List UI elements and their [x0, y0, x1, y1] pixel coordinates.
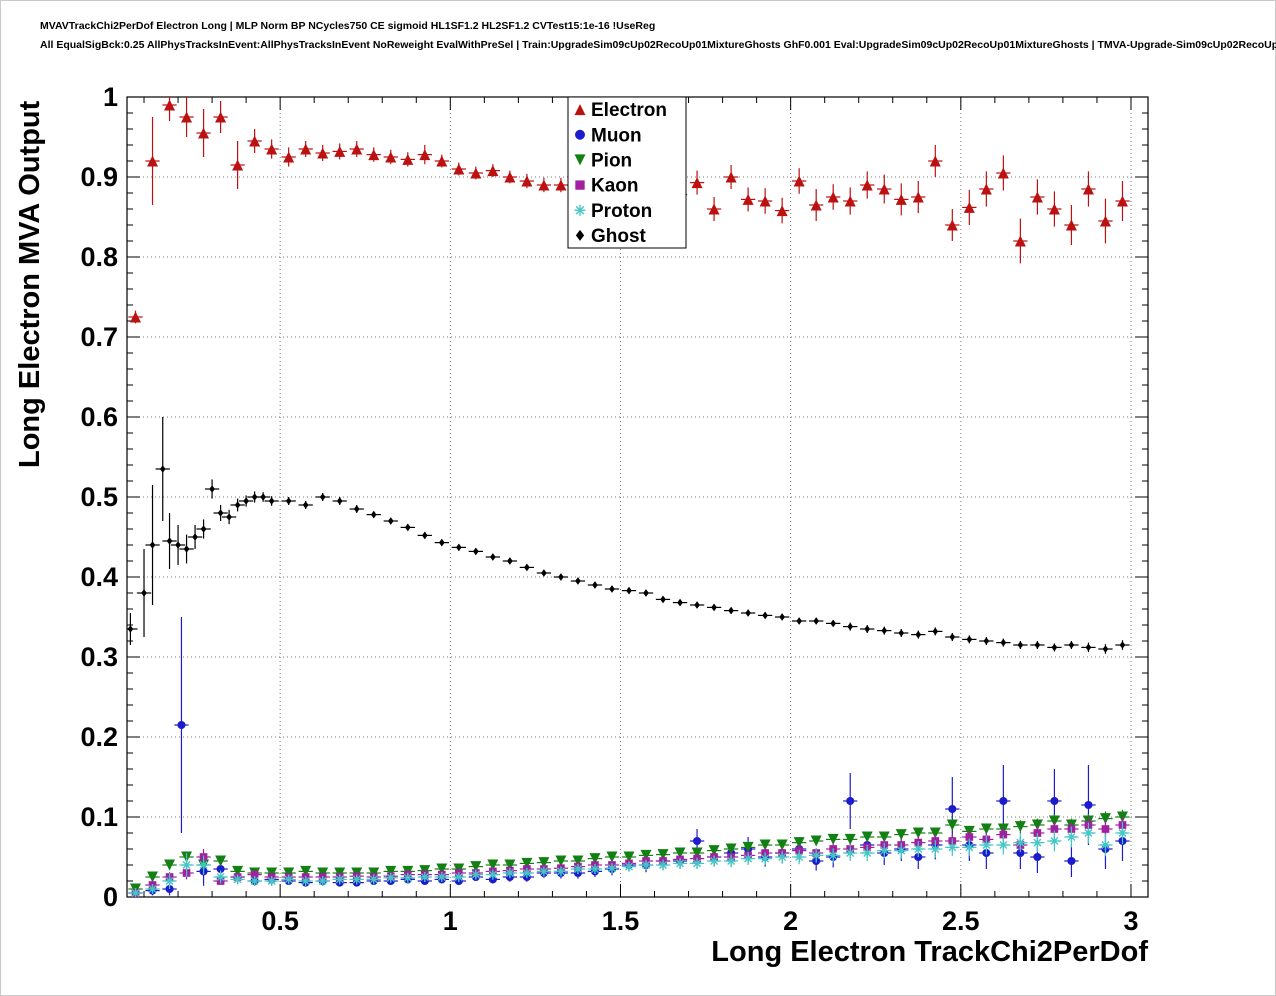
x-tick-label: 1	[443, 906, 458, 936]
tick-labels: 0 0.1 0.2 0.3 0.4 0.5 0.6 0.7 0.8 0.9 1 0.5 1 1.5 2 2.5…	[80, 82, 1138, 936]
legend-label: Muon	[591, 125, 642, 146]
legend-label: Kaon	[591, 176, 639, 197]
series-proton	[128, 821, 1130, 897]
y-tick-label: 0.5	[80, 482, 118, 512]
y-tick-label: 0.9	[80, 162, 118, 192]
gridlines	[127, 97, 1148, 897]
y-tick-label: 1	[103, 82, 118, 112]
legend-label: Proton	[591, 201, 652, 222]
series-ghost	[127, 417, 1130, 654]
x-tick-label: 2.5	[942, 906, 980, 936]
legend-entry-muon: Muon	[575, 125, 642, 146]
legend-entry-pion: Pion	[574, 150, 632, 171]
y-tick-label: 0.3	[80, 642, 118, 672]
y-tick-label: 0	[103, 882, 118, 912]
y-tick-label: 0.7	[80, 322, 118, 352]
x-tick-label: 0.5	[261, 906, 299, 936]
x-tick-label: 3	[1123, 906, 1138, 936]
x-axis-title: Long Electron TrackChi2PerDof	[711, 936, 1148, 968]
y-tick-label: 0.1	[80, 802, 118, 832]
x-tick-label: 1.5	[602, 906, 640, 936]
y-axis-title: Long Electron MVA Output	[14, 100, 46, 468]
y-tick-label: 0.2	[80, 722, 118, 752]
x-tick-label: 2	[783, 906, 798, 936]
y-tick-label: 0.6	[80, 402, 118, 432]
series-electron	[128, 97, 1130, 324]
y-tick-label: 0.4	[80, 562, 118, 592]
legend-label: Ghost	[591, 226, 647, 247]
legend-box	[567, 96, 687, 249]
series-pion	[128, 809, 1130, 895]
plot-header-line2: All EqualSigBck:0.25 AllPhysTracksInEven…	[40, 39, 1276, 51]
legend-entry-kaon: Kaon	[575, 176, 639, 197]
legend-label: Electron	[591, 100, 667, 121]
plot-header-line1: MVAVTrackChi2PerDof Electron Long | MLP …	[40, 20, 656, 32]
legend-entry-ghost: Ghost	[575, 226, 647, 247]
legend-label: Pion	[591, 150, 632, 171]
y-tick-label: 0.8	[80, 242, 118, 272]
legend-entry-proton: Proton	[574, 201, 652, 222]
legend: Electron Muon Pion Kaon Proton Ghost	[567, 96, 687, 249]
legend-entry-electron: Electron	[574, 100, 667, 121]
